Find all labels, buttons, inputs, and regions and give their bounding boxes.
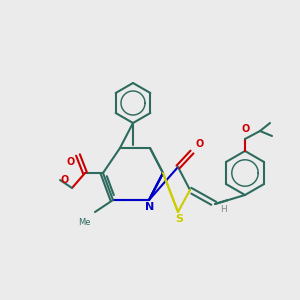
Text: Me: Me bbox=[79, 218, 91, 227]
Text: O: O bbox=[61, 175, 69, 185]
Text: O: O bbox=[67, 157, 75, 167]
Text: O: O bbox=[195, 139, 203, 149]
Text: O: O bbox=[242, 124, 250, 134]
Text: N: N bbox=[146, 202, 154, 212]
Text: H: H bbox=[220, 206, 227, 214]
Text: S: S bbox=[175, 214, 183, 224]
